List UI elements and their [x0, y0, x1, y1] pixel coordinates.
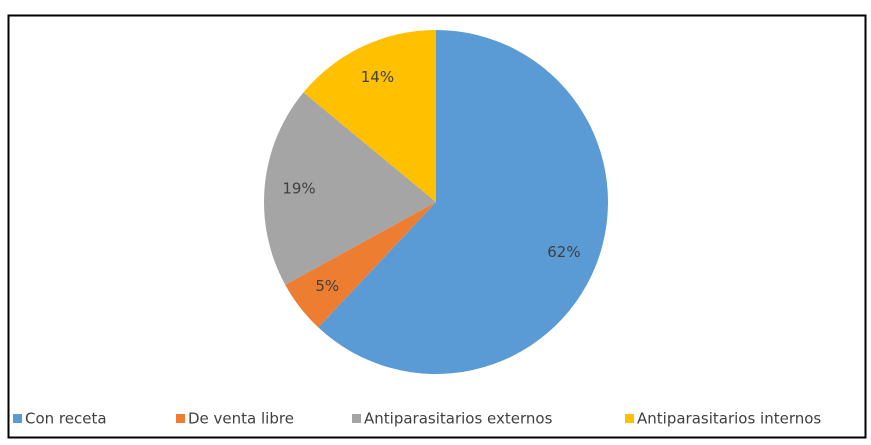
pie-slice [318, 30, 608, 374]
legend-swatch [13, 414, 22, 423]
legend-swatch [625, 414, 634, 423]
legend-label: Con receta [25, 410, 107, 428]
pie-slice [285, 202, 436, 328]
legend-label: Antiparasitarios externos [364, 410, 553, 428]
legend-swatch [176, 414, 185, 423]
data-label: 62% [547, 243, 580, 261]
data-label: 14% [361, 68, 394, 86]
data-label: 19% [282, 180, 315, 198]
legend-swatch [352, 414, 361, 423]
pie-slice [264, 92, 436, 285]
legend-label: Antiparasitarios internos [637, 410, 821, 428]
legend-label: De venta libre [188, 410, 294, 428]
data-label: 5% [315, 277, 339, 295]
pie-slice [303, 30, 436, 202]
